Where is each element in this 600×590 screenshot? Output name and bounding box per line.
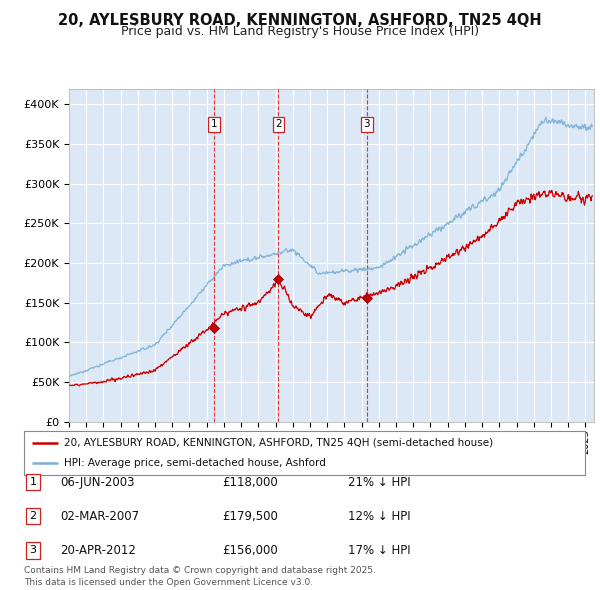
Text: 21% ↓ HPI: 21% ↓ HPI — [348, 476, 410, 489]
Text: 1: 1 — [211, 119, 217, 129]
Text: 02-MAR-2007: 02-MAR-2007 — [60, 510, 139, 523]
Text: 3: 3 — [29, 546, 37, 555]
Text: £179,500: £179,500 — [222, 510, 278, 523]
Text: HPI: Average price, semi-detached house, Ashford: HPI: Average price, semi-detached house,… — [64, 458, 326, 468]
Text: 17% ↓ HPI: 17% ↓ HPI — [348, 544, 410, 557]
Text: 06-JUN-2003: 06-JUN-2003 — [60, 476, 134, 489]
Text: Price paid vs. HM Land Registry's House Price Index (HPI): Price paid vs. HM Land Registry's House … — [121, 25, 479, 38]
Text: 20-APR-2012: 20-APR-2012 — [60, 544, 136, 557]
Text: £156,000: £156,000 — [222, 544, 278, 557]
Text: 20, AYLESBURY ROAD, KENNINGTON, ASHFORD, TN25 4QH: 20, AYLESBURY ROAD, KENNINGTON, ASHFORD,… — [58, 13, 542, 28]
Text: 3: 3 — [364, 119, 370, 129]
Text: Contains HM Land Registry data © Crown copyright and database right 2025.
This d: Contains HM Land Registry data © Crown c… — [24, 566, 376, 587]
Text: 2: 2 — [275, 119, 282, 129]
Text: £118,000: £118,000 — [222, 476, 278, 489]
Text: 20, AYLESBURY ROAD, KENNINGTON, ASHFORD, TN25 4QH (semi-detached house): 20, AYLESBURY ROAD, KENNINGTON, ASHFORD,… — [64, 438, 494, 448]
Text: 1: 1 — [29, 477, 37, 487]
Text: 12% ↓ HPI: 12% ↓ HPI — [348, 510, 410, 523]
Text: 2: 2 — [29, 512, 37, 521]
